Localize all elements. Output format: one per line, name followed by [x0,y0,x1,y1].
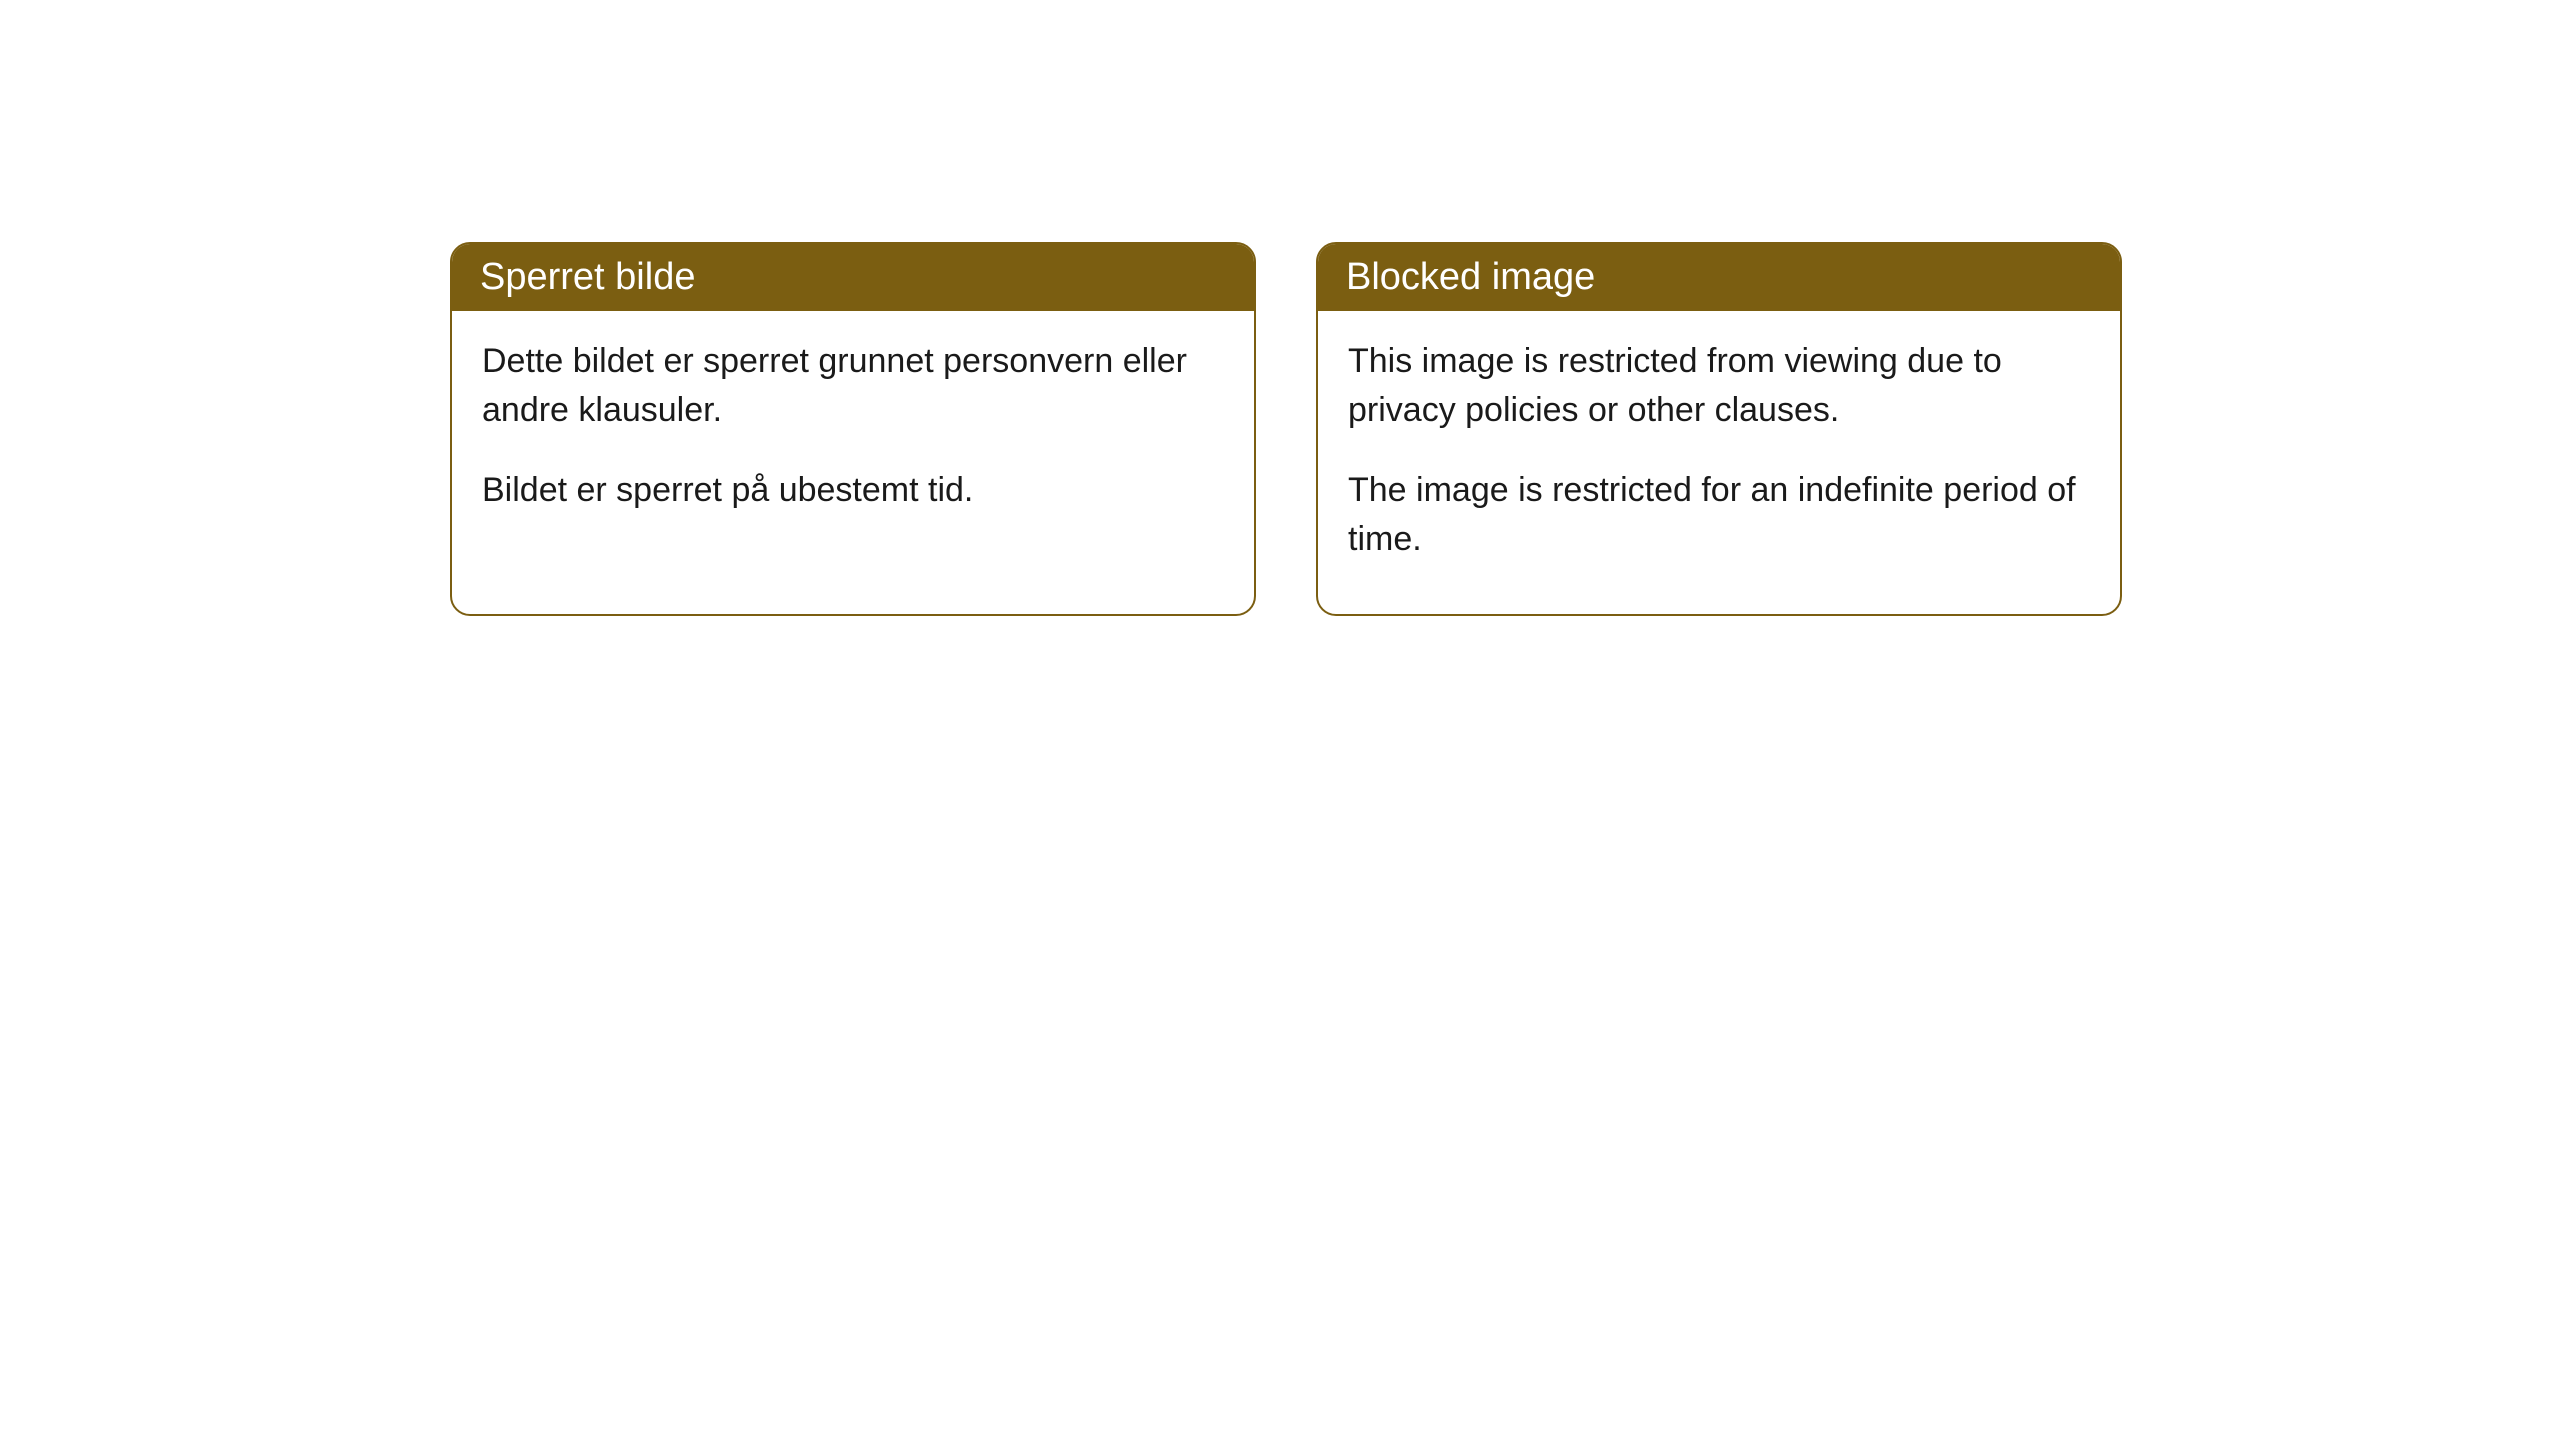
card-paragraph: This image is restricted from viewing du… [1348,337,2090,436]
card-title: Blocked image [1318,244,2120,311]
blocked-image-card-norwegian: Sperret bilde Dette bildet er sperret gr… [450,242,1256,616]
card-body: Dette bildet er sperret grunnet personve… [452,311,1254,565]
card-paragraph: Bildet er sperret på ubestemt tid. [482,466,1224,515]
card-body: This image is restricted from viewing du… [1318,311,2120,614]
card-paragraph: Dette bildet er sperret grunnet personve… [482,337,1224,436]
card-title: Sperret bilde [452,244,1254,311]
notice-cards-container: Sperret bilde Dette bildet er sperret gr… [0,0,2560,616]
card-paragraph: The image is restricted for an indefinit… [1348,466,2090,565]
blocked-image-card-english: Blocked image This image is restricted f… [1316,242,2122,616]
